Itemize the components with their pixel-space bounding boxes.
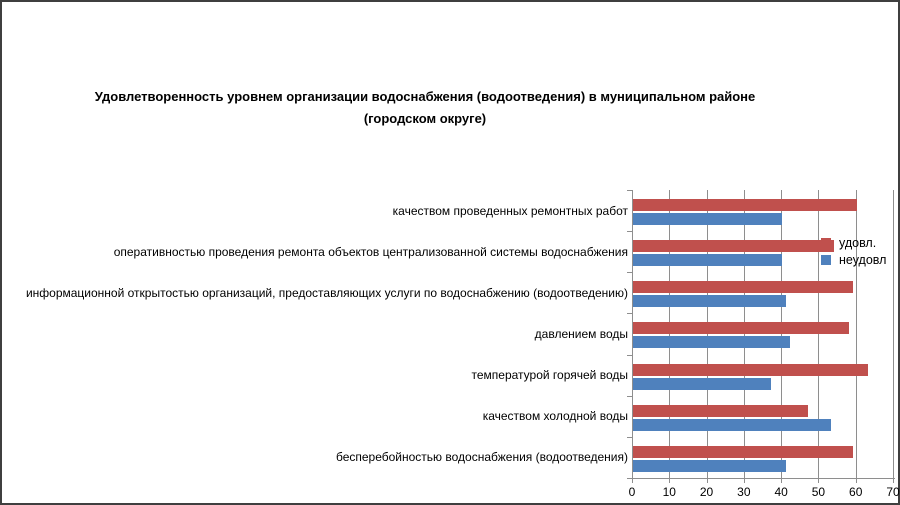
x-axis-tick (669, 478, 671, 483)
x-axis-tick (893, 478, 894, 483)
bar-udovl (633, 281, 853, 294)
bar-udovl (633, 404, 809, 417)
y-axis-tick (627, 272, 632, 274)
x-axis-tick (855, 478, 857, 483)
legend-swatch-udovl-icon (821, 238, 831, 248)
x-axis-line (632, 478, 895, 479)
bar-udovl (633, 322, 850, 335)
legend: удовл. неудовл (821, 236, 886, 267)
bar-neudovl (633, 418, 831, 431)
y-axis-tick (627, 395, 632, 397)
x-axis-tick (706, 478, 708, 483)
chart-title: Удовлетворенность уровнем организации во… (0, 86, 850, 130)
bar-neudovl (633, 254, 783, 267)
x-axis-tick (781, 478, 783, 483)
legend-item-neudovl: неудовл (821, 253, 886, 267)
bar-udovl (633, 240, 835, 253)
y-axis-tick (627, 231, 632, 233)
x-tick-label: 20 (699, 485, 714, 499)
y-axis-line (632, 190, 633, 479)
legend-swatch-neudovl-icon (821, 255, 831, 265)
x-tick-label: 50 (811, 485, 826, 499)
y-axis-tick (627, 478, 632, 479)
bar-udovl (633, 199, 857, 211)
bar-neudovl (633, 459, 786, 472)
category-label: информационной открытостью организаций, … (25, 285, 628, 300)
bar-neudovl (633, 336, 790, 349)
gridline (893, 190, 894, 478)
x-tick-label: 40 (774, 485, 788, 499)
bar-neudovl (633, 213, 783, 225)
chart-title-line1: Удовлетворенность уровнем организации во… (94, 89, 756, 104)
bar-neudovl (633, 295, 786, 308)
y-axis-tick (627, 313, 632, 315)
y-axis-tick (627, 190, 632, 191)
bar-neudovl (633, 377, 771, 390)
legend-label-neudovl: неудовл (839, 253, 887, 267)
x-tick-label: 0 (628, 485, 636, 499)
category-label: оперативностью проведения ремонта объект… (113, 244, 628, 259)
chart-title-line2: (городском округе) (363, 111, 487, 126)
gridline (855, 190, 857, 478)
bar-udovl (633, 363, 868, 376)
x-axis-tick (632, 478, 633, 483)
x-tick-label: 10 (662, 485, 676, 499)
category-label: качеством проведенных ремонтных работ (392, 203, 628, 218)
x-tick-label: 70 (886, 485, 900, 499)
x-tick-label: 30 (737, 485, 751, 499)
x-axis-tick (818, 478, 820, 483)
y-axis-tick (627, 354, 632, 356)
legend-item-udovl: удовл. (821, 236, 886, 250)
x-axis-tick (743, 478, 745, 483)
category-label: бесперебойностью водоснабжения (водоотве… (335, 450, 628, 465)
category-label: давлением воды (534, 327, 628, 341)
legend-label-udovl: удовл. (839, 236, 877, 250)
category-label: качеством холодной воды (482, 409, 628, 424)
category-label: температурой горячей воды (471, 368, 629, 383)
x-tick-label: 60 (849, 485, 863, 499)
bar-udovl (633, 445, 853, 458)
y-axis-tick (627, 436, 632, 438)
